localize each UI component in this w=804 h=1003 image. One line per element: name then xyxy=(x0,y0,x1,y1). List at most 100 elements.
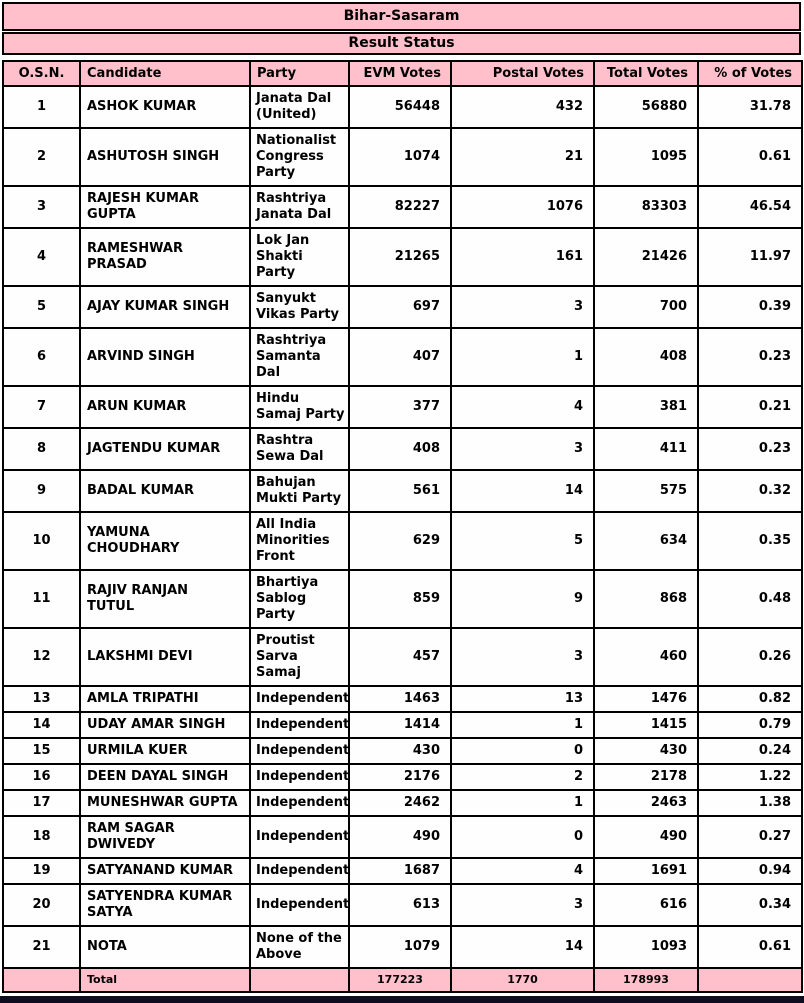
table-row: 19 SATYANAND KUMAR Independent 1687 4 16… xyxy=(2,857,803,885)
postal-votes-cell: 1 xyxy=(450,327,595,387)
candidate-cell: URMILA KUER xyxy=(79,737,251,765)
total-votes-cell: 634 xyxy=(593,511,699,571)
evm-votes-cell: 1079 xyxy=(348,925,452,969)
table-row: 15 URMILA KUER Independent 430 0 430 0.2… xyxy=(2,737,803,765)
postal-votes-cell: 1 xyxy=(450,711,595,739)
evm-votes-cell: 561 xyxy=(348,469,452,513)
evm-votes-cell: 21265 xyxy=(348,227,452,287)
osn-cell: 17 xyxy=(2,789,81,817)
bottom-bar xyxy=(0,996,804,1003)
postal-votes-cell: 4 xyxy=(450,385,595,429)
party-cell: Independent xyxy=(249,737,350,765)
osn-cell: 7 xyxy=(2,385,81,429)
pct-votes-cell: 11.97 xyxy=(697,227,803,287)
total-votes-cell: 700 xyxy=(593,285,699,329)
table-row: 12 LAKSHMI DEVI Proutist Sarva Samaj 457… xyxy=(2,627,803,687)
total-pct-cell-empty xyxy=(697,967,803,993)
total-votes-cell: 1691 xyxy=(593,857,699,885)
table-row: 16 DEEN DAYAL SINGH Independent 2176 2 2… xyxy=(2,763,803,791)
party-cell: Independent xyxy=(249,763,350,791)
candidate-cell: JAGTENDU KUMAR xyxy=(79,427,251,471)
osn-cell: 19 xyxy=(2,857,81,885)
postal-votes-cell: 13 xyxy=(450,685,595,713)
table-row: 21 NOTA None of the Above 1079 14 1093 0… xyxy=(2,925,803,969)
candidate-cell: ASHOK KUMAR xyxy=(79,85,251,129)
total-row: Total 177223 1770 178993 xyxy=(2,967,803,993)
pct-votes-cell: 0.61 xyxy=(697,925,803,969)
postal-votes-cell: 161 xyxy=(450,227,595,287)
candidate-cell: UDAY AMAR SINGH xyxy=(79,711,251,739)
col-candidate: Candidate xyxy=(79,60,251,87)
table-row: 1 ASHOK KUMAR Janata Dal (United) 56448 … xyxy=(2,85,803,129)
total-osn-cell-empty xyxy=(2,967,81,993)
total-votes-cell: 1415 xyxy=(593,711,699,739)
party-cell: Rashtriya Samanta Dal xyxy=(249,327,350,387)
postal-votes-cell: 0 xyxy=(450,815,595,859)
total-votes-cell: 2178 xyxy=(593,763,699,791)
total-postal-votes: 1770 xyxy=(450,967,595,993)
total-votes-cell: 381 xyxy=(593,385,699,429)
evm-votes-cell: 1687 xyxy=(348,857,452,885)
postal-votes-cell: 21 xyxy=(450,127,595,187)
osn-cell: 5 xyxy=(2,285,81,329)
pct-votes-cell: 0.23 xyxy=(697,327,803,387)
osn-cell: 8 xyxy=(2,427,81,471)
table-row: 18 RAM SAGAR DWIVEDY Independent 490 0 4… xyxy=(2,815,803,859)
total-votes-cell: 1476 xyxy=(593,685,699,713)
col-total-votes: Total Votes xyxy=(593,60,699,87)
evm-votes-cell: 629 xyxy=(348,511,452,571)
postal-votes-cell: 4 xyxy=(450,857,595,885)
total-votes-cell: 408 xyxy=(593,327,699,387)
party-cell: None of the Above xyxy=(249,925,350,969)
party-cell: Independent xyxy=(249,789,350,817)
postal-votes-cell: 432 xyxy=(450,85,595,129)
table-row: 9 BADAL KUMAR Bahujan Mukti Party 561 14… xyxy=(2,469,803,513)
party-cell: Lok Jan Shakti Party xyxy=(249,227,350,287)
pct-votes-cell: 0.39 xyxy=(697,285,803,329)
osn-cell: 11 xyxy=(2,569,81,629)
osn-cell: 9 xyxy=(2,469,81,513)
table-row: 6 ARVIND SINGH Rashtriya Samanta Dal 407… xyxy=(2,327,803,387)
candidate-cell: NOTA xyxy=(79,925,251,969)
total-votes-cell: 490 xyxy=(593,815,699,859)
evm-votes-cell: 457 xyxy=(348,627,452,687)
candidate-cell: RAMESHWAR PRASAD xyxy=(79,227,251,287)
pct-votes-cell: 0.48 xyxy=(697,569,803,629)
pct-votes-cell: 0.61 xyxy=(697,127,803,187)
total-votes-cell: 616 xyxy=(593,883,699,927)
candidate-cell: AMLA TRIPATHI xyxy=(79,685,251,713)
pct-votes-cell: 0.35 xyxy=(697,511,803,571)
osn-cell: 6 xyxy=(2,327,81,387)
party-cell: Proutist Sarva Samaj xyxy=(249,627,350,687)
col-party: Party xyxy=(249,60,350,87)
evm-votes-cell: 490 xyxy=(348,815,452,859)
total-votes-cell: 575 xyxy=(593,469,699,513)
table-row: 4 RAMESHWAR PRASAD Lok Jan Shakti Party … xyxy=(2,227,803,287)
postal-votes-cell: 3 xyxy=(450,285,595,329)
evm-votes-cell: 2462 xyxy=(348,789,452,817)
evm-votes-cell: 2176 xyxy=(348,763,452,791)
total-votes-cell: 411 xyxy=(593,427,699,471)
table-row: 10 YAMUNA CHOUDHARY All India Minorities… xyxy=(2,511,803,571)
table-row: 20 SATYENDRA KUMAR SATYA Independent 613… xyxy=(2,883,803,927)
evm-votes-cell: 613 xyxy=(348,883,452,927)
candidate-cell: RAJIV RANJAN TUTUL xyxy=(79,569,251,629)
osn-cell: 1 xyxy=(2,85,81,129)
total-votes-cell: 56880 xyxy=(593,85,699,129)
postal-votes-cell: 14 xyxy=(450,469,595,513)
pct-votes-cell: 0.34 xyxy=(697,883,803,927)
candidate-cell: ASHUTOSH SINGH xyxy=(79,127,251,187)
table-row: 14 UDAY AMAR SINGH Independent 1414 1 14… xyxy=(2,711,803,739)
evm-votes-cell: 697 xyxy=(348,285,452,329)
candidate-cell: DEEN DAYAL SINGH xyxy=(79,763,251,791)
pct-votes-cell: 0.79 xyxy=(697,711,803,739)
evm-votes-cell: 82227 xyxy=(348,185,452,229)
postal-votes-cell: 0 xyxy=(450,737,595,765)
osn-cell: 18 xyxy=(2,815,81,859)
evm-votes-cell: 407 xyxy=(348,327,452,387)
evm-votes-cell: 430 xyxy=(348,737,452,765)
col-evm-votes: EVM Votes xyxy=(348,60,452,87)
total-total-votes: 178993 xyxy=(593,967,699,993)
pct-votes-cell: 1.38 xyxy=(697,789,803,817)
